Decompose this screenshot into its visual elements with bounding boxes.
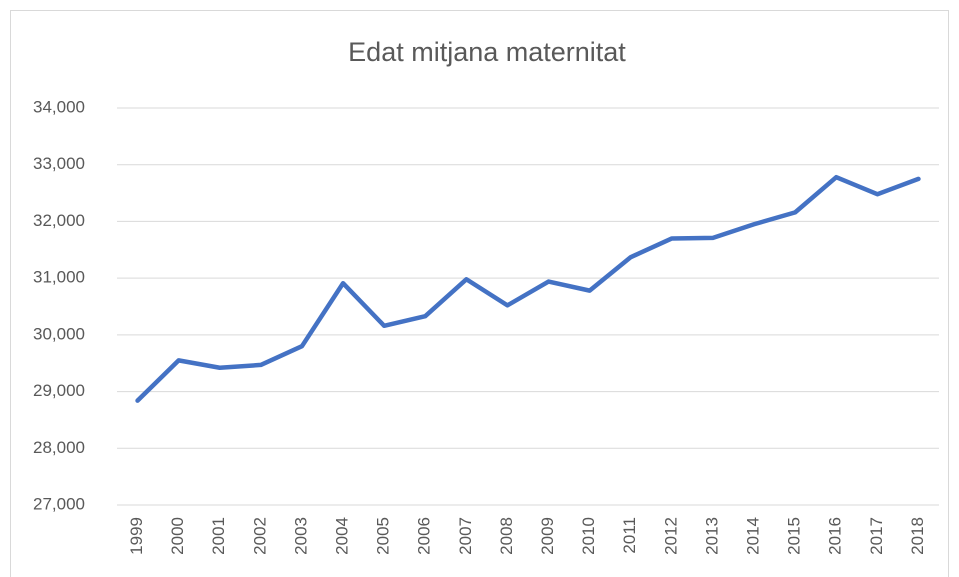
x-tick-label: 2012	[661, 517, 680, 555]
x-tick-label: 2011	[620, 517, 639, 554]
x-tick-label: 2008	[497, 517, 516, 555]
chart-title: Edat mitjana maternitat	[348, 37, 626, 67]
x-tick-label: 2005	[374, 517, 393, 555]
x-tick-label: 1999	[127, 517, 146, 555]
y-tick-label: 30,000	[33, 324, 85, 343]
x-tick-label: 2010	[579, 517, 598, 555]
x-tick-label: 2018	[908, 517, 927, 555]
line-series	[135, 174, 921, 403]
x-tick-label: 2003	[291, 517, 310, 555]
y-tick-label: 32,000	[33, 211, 85, 230]
x-tick-label: 2014	[744, 517, 763, 555]
y-tick-label: 31,000	[33, 268, 85, 287]
x-tick-label: 2002	[250, 517, 269, 555]
chart-border	[10, 10, 949, 577]
x-tick-label: 2015	[785, 517, 804, 555]
x-tick-label: 2006	[415, 517, 434, 555]
x-tick-label: 2004	[333, 517, 352, 555]
x-tick-label: 2000	[168, 517, 187, 555]
y-tick-label: 34,000	[33, 97, 85, 116]
y-tick-label: 33,000	[33, 154, 85, 173]
x-tick-label: 2013	[702, 517, 721, 555]
x-tick-label: 2017	[867, 517, 886, 555]
x-tick-label: 2007	[456, 517, 475, 555]
x-tick-label: 2016	[826, 517, 845, 555]
x-tick-label: 2001	[209, 517, 228, 555]
y-tick-label: 27,000	[33, 494, 85, 513]
x-tick-label: 2009	[538, 517, 557, 555]
y-tick-label: 29,000	[33, 381, 85, 400]
y-tick-label: 28,000	[33, 438, 85, 457]
